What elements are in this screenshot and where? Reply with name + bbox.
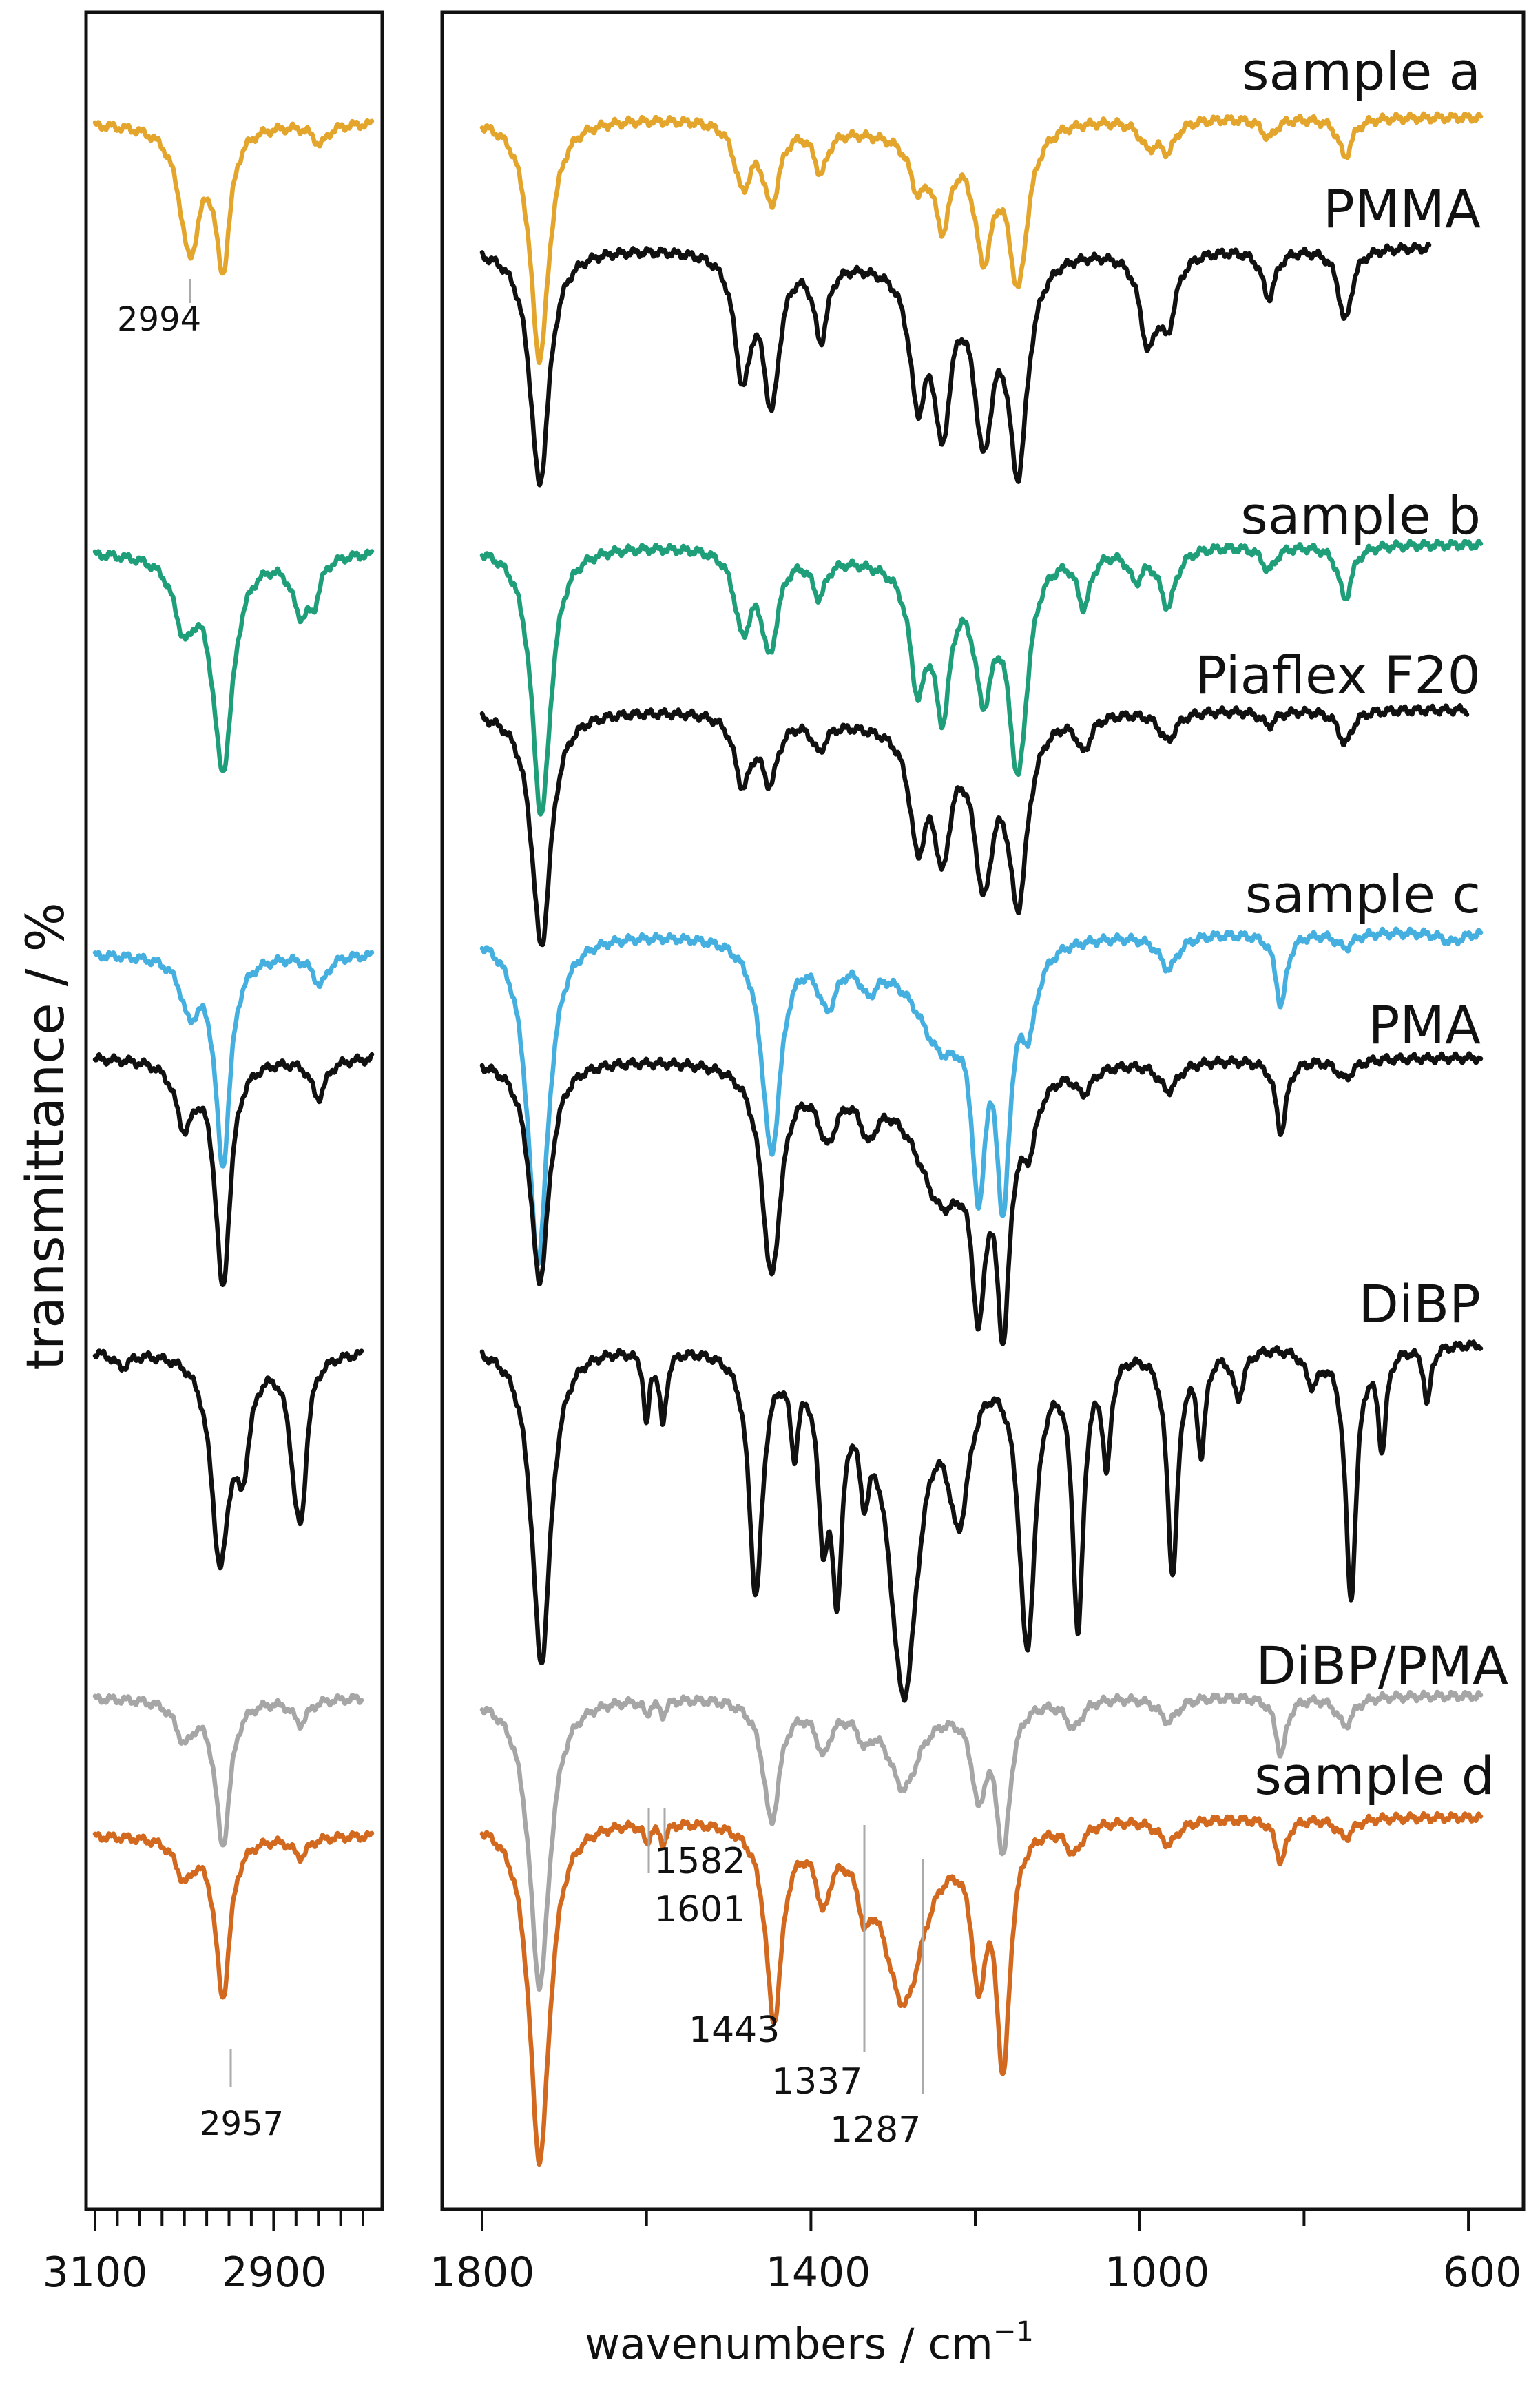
- spectrum-left-sample-b: [92, 548, 375, 773]
- left-panel-frame: [84, 10, 384, 2211]
- spectrum-right-sample-d: [479, 1811, 1484, 2167]
- x-tick-label-right-1000: 1000: [1105, 2249, 1210, 2297]
- spectrum-right-sample-c: [479, 926, 1484, 1266]
- peak-label-2994: 2994: [117, 300, 201, 339]
- spectrum-left-dibp: [92, 1348, 364, 1571]
- x-axis-label-exponent: −1: [993, 2316, 1034, 2348]
- spectrum-right-pmma: [479, 241, 1432, 488]
- peak-label-1601: 1601: [654, 1889, 745, 1930]
- series-label-pmma: PMMA: [1323, 178, 1481, 240]
- spectrum-right-dibp-pma: [479, 1689, 1484, 1992]
- peak-label-1287: 1287: [830, 2109, 921, 2151]
- right-panel-frame: [440, 10, 1526, 2211]
- spectrum-left-sample-c: [92, 949, 375, 1169]
- peak-label-1443: 1443: [689, 2010, 780, 2051]
- peak-label-1582: 1582: [654, 1841, 745, 1882]
- series-label-sample-a: sample a: [1242, 41, 1481, 102]
- spectrum-right-pma: [479, 1051, 1484, 1346]
- series-label-dibp-pma: DiBP/PMA: [1256, 1635, 1508, 1696]
- spectrum-left-pma: [92, 1052, 375, 1287]
- x-axis-label: wavenumbers / cm−1: [585, 2316, 1034, 2369]
- x-tick-label-left-2900: 2900: [222, 2249, 327, 2297]
- x-tick-label-right-600: 600: [1443, 2249, 1522, 2297]
- spectrum-left-dibp-pma: [92, 1693, 364, 1848]
- spectrum-right-sample-a: [479, 111, 1484, 366]
- spectrum-left-sample-a: [92, 118, 375, 276]
- axis-ticks: [94, 2211, 1470, 2231]
- spectrum-right-piaflex-f20: [479, 702, 1470, 948]
- series-label-sample-c: sample c: [1245, 864, 1481, 925]
- series-label-sample-b: sample b: [1240, 485, 1481, 546]
- right-spectra: [479, 111, 1484, 2167]
- x-tick-label-right-1400: 1400: [766, 2249, 871, 2297]
- series-label-piaflex-f20: Piaflex F20: [1195, 645, 1481, 706]
- peak-label-1337: 1337: [771, 2061, 862, 2103]
- spectrum-right-dibp: [479, 1339, 1484, 1703]
- left-spectra: [92, 118, 375, 2000]
- series-label-sample-d: sample d: [1254, 1745, 1495, 1806]
- x-tick-label-right-1800: 1800: [430, 2249, 535, 2297]
- spectrum-right-sample-b: [479, 538, 1484, 817]
- spectrum-left-sample-d: [92, 1830, 375, 2000]
- series-label-pma: PMA: [1369, 994, 1481, 1056]
- peak-label-2957: 2957: [200, 2105, 284, 2143]
- series-label-dibp: DiBP: [1358, 1273, 1481, 1335]
- x-tick-label-left-3100: 3100: [43, 2249, 148, 2297]
- y-axis-label: transmittance / %: [14, 902, 76, 1370]
